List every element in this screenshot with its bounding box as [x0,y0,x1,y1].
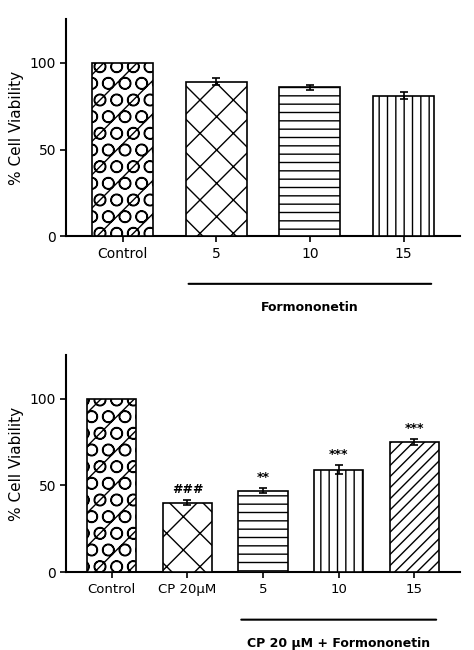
Bar [163,502,212,572]
Bar [238,491,288,572]
Text: ***: *** [329,448,348,461]
Bar [186,82,246,236]
Bar [373,96,434,236]
Y-axis label: % Cell Viability: % Cell Viability [9,71,24,185]
Text: CP 20 μM + Formononetin: CP 20 μM + Formononetin [247,637,430,650]
Bar [390,442,439,572]
Text: **: ** [256,471,270,484]
Bar [280,87,340,236]
Text: ***: *** [405,422,424,435]
Y-axis label: % Cell Viability: % Cell Viability [9,407,24,521]
Bar [87,398,137,572]
Text: ###: ### [172,483,203,496]
Bar [92,63,153,236]
Text: Formononetin: Formononetin [261,301,359,314]
Bar [314,470,363,572]
